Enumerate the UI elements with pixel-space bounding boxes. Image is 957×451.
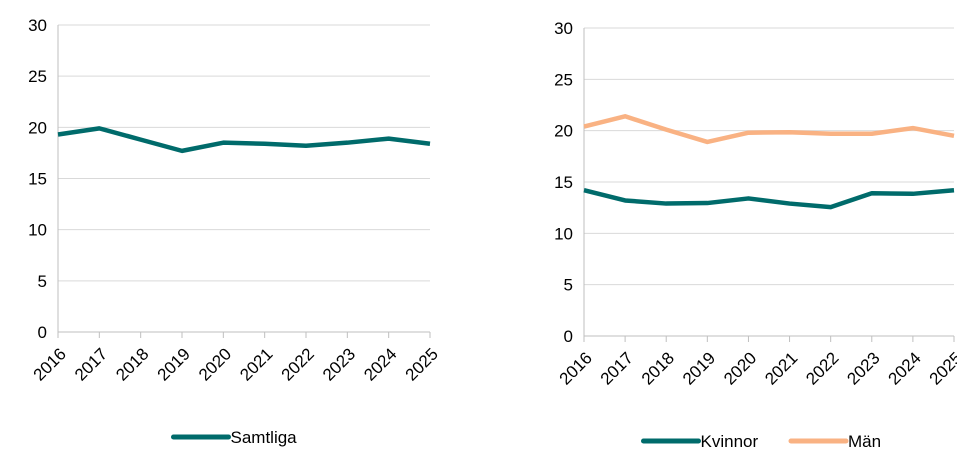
chart2-y-tick-label: 10 xyxy=(554,224,573,243)
chart2-legend-label: Kvinnor xyxy=(701,432,759,451)
chart2-x-tick-label: 2016 xyxy=(556,348,596,388)
chart1-y-tick-label: 10 xyxy=(28,221,47,240)
chart2-x-tick-label: 2019 xyxy=(679,348,719,388)
chart1-x-tick-label: 2021 xyxy=(236,344,276,384)
chart1-x-tick-label: 2025 xyxy=(402,344,442,384)
chart1-x-tick-label: 2023 xyxy=(319,344,359,384)
chart2-y-tick-label: 20 xyxy=(554,122,573,141)
chart1-y-tick-label: 15 xyxy=(28,170,47,189)
chart1-x-tick-label: 2019 xyxy=(154,344,194,384)
chart2-x-tick-label: 2022 xyxy=(802,348,842,388)
chart2-y-tick-label: 5 xyxy=(564,276,573,295)
chart2-series-line-kvinnor xyxy=(583,187,955,210)
chart1-x-tick-label: 2018 xyxy=(112,344,152,384)
chart1-x-tick-label: 2017 xyxy=(71,344,111,384)
chart1-y-tick-label: 25 xyxy=(28,67,47,86)
chart1-legend-label: Samtliga xyxy=(231,428,298,447)
chart2-x-tick-label: 2017 xyxy=(597,348,637,388)
chart2-y-tick-label: 30 xyxy=(554,19,573,38)
chart2-y-tick-label: 0 xyxy=(564,327,573,346)
chart2-x-tick-label: 2018 xyxy=(638,348,678,388)
chart1-x-tick-label: 2020 xyxy=(195,344,235,384)
chart1-y-tick-label: 5 xyxy=(38,272,47,291)
chart1-x-tick-label: 2016 xyxy=(30,344,70,384)
chart1-x-tick-label: 2022 xyxy=(278,344,318,384)
chart2-legend-label: Män xyxy=(848,432,881,451)
chart1-x-tick-label: 2024 xyxy=(360,344,400,384)
chart2-series-line-män xyxy=(583,114,955,145)
chart2-x-tick-label: 2020 xyxy=(720,348,760,388)
chart1-y-tick-label: 20 xyxy=(28,118,47,137)
chart2-x-tick-label: 2023 xyxy=(843,348,883,388)
chart1-y-tick-label: 30 xyxy=(28,16,47,35)
chart2-y-tick-label: 25 xyxy=(554,70,573,89)
chart1-series-line-samtliga xyxy=(57,126,431,154)
chart1-y-tick-label: 0 xyxy=(38,323,47,342)
chart2-x-tick-label: 2021 xyxy=(761,348,801,388)
chart2-x-tick-label: 2024 xyxy=(885,348,925,388)
chart2-y-tick-label: 15 xyxy=(554,173,573,192)
chart2-x-tick-label: 2025 xyxy=(926,348,957,388)
